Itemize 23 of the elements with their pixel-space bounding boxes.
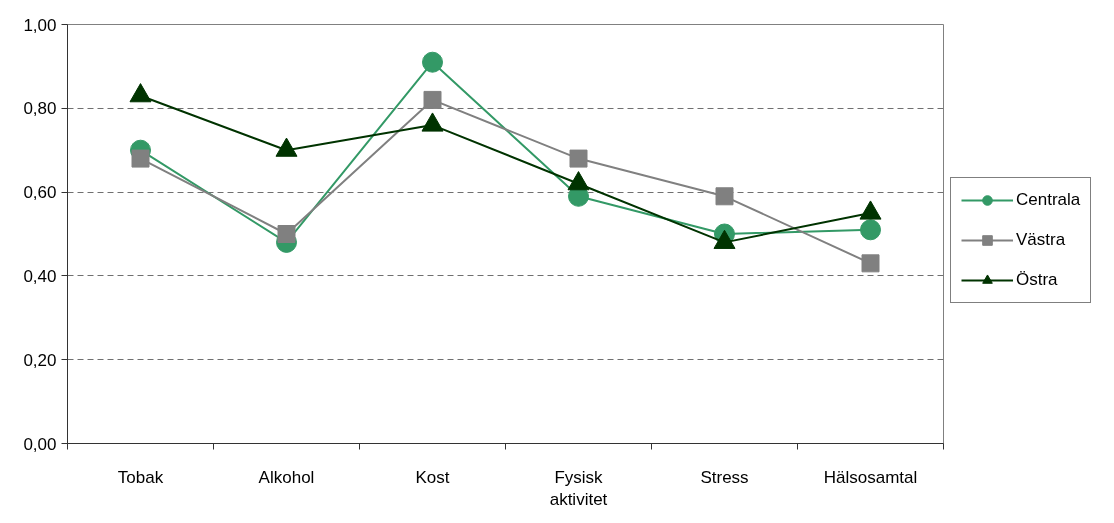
point — [422, 51, 443, 73]
y-tick-label: 0,60 — [23, 183, 57, 203]
point — [277, 225, 296, 243]
x-tick-label: Alkohol — [258, 467, 315, 487]
x-tick-label: Stress — [700, 467, 749, 487]
point — [423, 90, 442, 109]
point — [569, 149, 588, 168]
legend-label: Östra — [1016, 270, 1058, 290]
point — [715, 187, 734, 206]
legend-label: Västra — [1016, 230, 1066, 250]
y-tick-label: 0,40 — [23, 266, 57, 286]
point — [131, 149, 150, 168]
y-tick-label: 0,00 — [23, 434, 57, 454]
x-tick-label: Kost — [415, 467, 450, 487]
y-tick-label: 0,20 — [23, 350, 57, 370]
y-tick-label: 0,80 — [23, 99, 57, 119]
point — [861, 254, 880, 273]
y-tick-label: 1,00 — [23, 15, 57, 35]
x-tick-label: Tobak — [117, 467, 164, 487]
x-tick-label: Fysisk aktivitet — [549, 467, 608, 510]
legend-label: Centrala — [1016, 190, 1081, 210]
point — [860, 219, 881, 241]
x-tick-label: Hälsosamtal — [823, 467, 918, 487]
